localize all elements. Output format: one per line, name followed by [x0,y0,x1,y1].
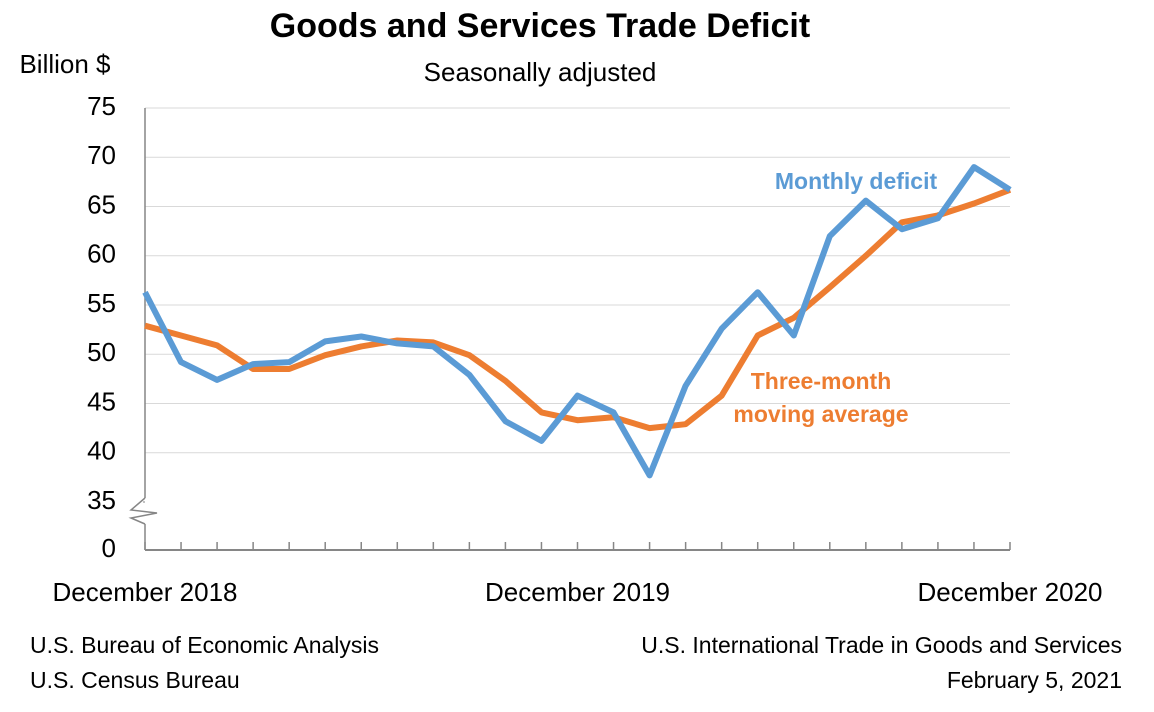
y-tick-label: 60 [87,239,116,269]
y-tick-label: 35 [87,485,116,515]
source-note: U.S. Bureau of Economic Analysis [30,632,379,658]
y-tick-label: 75 [87,91,116,121]
legend-label: Three-month moving average [733,368,909,427]
y-axis-label: Billion $ [19,49,111,79]
x-tick-label: December 2020 [918,577,1103,607]
x-tick-label: December 2019 [485,577,670,607]
series-line [144,186,1012,432]
chart-subtitle: Seasonally adjusted [424,57,657,87]
y-tick-label: 0 [102,533,116,563]
release-note: U.S. International Trade in Goods and Se… [641,632,1122,658]
legend-label: Monthly deficit [774,168,938,194]
axis-break [128,497,158,525]
y-tick-label: 40 [87,436,116,466]
source-note: U.S. Census Bureau [30,667,240,693]
x-tick-label: December 2018 [53,577,238,607]
y-tick-label: 50 [87,337,116,367]
series-line [142,164,1012,479]
y-tick-label: 65 [87,189,116,219]
y-tick-label: 70 [87,140,116,170]
release-note: February 5, 2021 [947,667,1122,693]
chart-title: Goods and Services Trade Deficit [270,7,810,45]
y-tick-label: 45 [87,386,116,416]
y-tick-label: 55 [87,288,116,318]
